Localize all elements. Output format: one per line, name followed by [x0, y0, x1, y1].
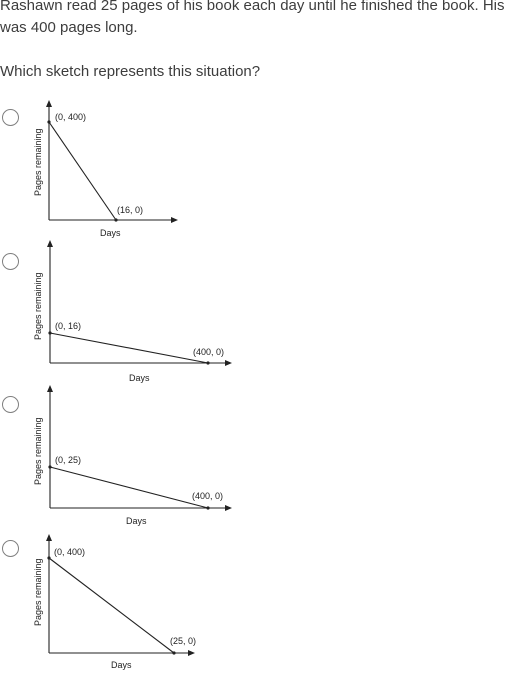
answer-option-2[interactable]: (0, 16) (400, 0) Days Pages remaining	[0, 240, 508, 385]
end-point	[172, 651, 176, 655]
x-axis-arrow	[171, 217, 178, 223]
answer-option-1[interactable]: (0, 400) (16, 0) Days Pages remaining	[0, 100, 508, 240]
question-line-2: was 400 pages long.	[0, 19, 138, 36]
end-point-label: (400, 0)	[192, 491, 223, 501]
y-axis-arrow	[47, 240, 53, 247]
answer-option-4[interactable]: (0, 400) (25, 0) Days Pages remaining	[0, 530, 508, 680]
x-axis-arrow	[188, 650, 195, 656]
x-axis-label: Days	[100, 228, 121, 238]
start-point	[47, 556, 51, 560]
start-point-label: (0, 25)	[55, 455, 81, 465]
end-point-label: (25, 0)	[170, 636, 196, 646]
start-point-label: (0, 400)	[54, 547, 85, 557]
y-axis-arrow	[47, 385, 53, 392]
end-point	[114, 218, 118, 222]
radio-button-option-2[interactable]	[2, 253, 19, 270]
sketch-graph-2: (0, 16) (400, 0) Days Pages remaining	[33, 240, 232, 383]
end-point-label: (400, 0)	[193, 347, 224, 357]
radio-button-option-4[interactable]	[2, 540, 19, 557]
graph-line	[48, 557, 175, 654]
question-line-1: Rashawn read 25 pages of his book each d…	[0, 0, 505, 14]
end-point	[206, 361, 210, 365]
answer-option-3[interactable]: (0, 25) (400, 0) Days Pages remaining	[0, 385, 508, 530]
x-axis-arrow	[225, 505, 232, 511]
x-axis-label: Days	[111, 660, 132, 670]
x-axis-label: Days	[126, 516, 147, 526]
graph-line	[48, 121, 117, 221]
y-axis-label: Pages remaining	[33, 128, 43, 196]
start-point	[47, 120, 51, 124]
sketch-graph-1: (0, 400) (16, 0) Days Pages remaining	[33, 100, 178, 238]
start-point	[48, 331, 52, 335]
x-axis-arrow	[225, 360, 232, 366]
end-point	[206, 506, 210, 510]
y-axis-arrow	[46, 534, 52, 541]
start-point-label: (0, 400)	[55, 112, 86, 122]
sketch-graph-4: (0, 400) (25, 0) Days Pages remaining	[33, 534, 196, 670]
x-axis-label: Days	[129, 373, 150, 383]
start-point	[48, 465, 52, 469]
y-axis-label: Pages remaining	[33, 272, 43, 340]
start-point-label: (0, 16)	[55, 321, 81, 331]
radio-button-option-3[interactable]	[2, 396, 19, 413]
graph-line	[49, 332, 209, 364]
question-prompt: Which sketch represents this situation?	[0, 63, 261, 80]
radio-button-option-1[interactable]	[2, 109, 19, 126]
graph-line	[49, 466, 209, 509]
sketch-graph-3: (0, 25) (400, 0) Days Pages remaining	[33, 385, 232, 526]
end-point-label: (16, 0)	[117, 205, 143, 215]
y-axis-label: Pages remaining	[33, 417, 43, 485]
y-axis-arrow	[46, 100, 52, 107]
y-axis-label: Pages remaining	[33, 558, 43, 626]
